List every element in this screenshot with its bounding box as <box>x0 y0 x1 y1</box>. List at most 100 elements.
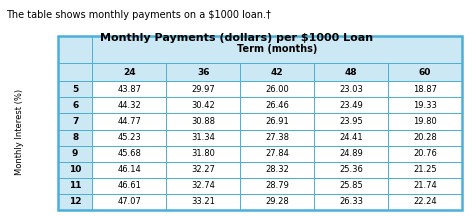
Text: The table shows monthly payments on a $1000 loan.†: The table shows monthly payments on a $1… <box>6 10 271 20</box>
Text: 31.80: 31.80 <box>191 149 215 158</box>
Bar <box>166 178 240 194</box>
Text: 24.41: 24.41 <box>339 133 363 142</box>
Bar <box>388 130 462 146</box>
Text: 46.61: 46.61 <box>118 181 141 190</box>
Bar <box>166 130 240 146</box>
Bar <box>92 162 166 178</box>
Text: 26.00: 26.00 <box>265 85 289 94</box>
Bar <box>92 130 166 146</box>
Text: 19.80: 19.80 <box>413 117 437 126</box>
Bar <box>240 130 314 146</box>
Bar <box>92 146 166 162</box>
Bar <box>58 36 92 63</box>
Text: 46.14: 46.14 <box>118 165 141 174</box>
Text: 29.28: 29.28 <box>265 197 289 206</box>
Text: 18.87: 18.87 <box>413 85 437 94</box>
Text: 19.33: 19.33 <box>413 101 437 110</box>
Text: 6: 6 <box>72 101 78 110</box>
Text: 23.49: 23.49 <box>339 101 363 110</box>
Text: 36: 36 <box>197 68 210 77</box>
Bar <box>240 194 314 210</box>
Text: 30.88: 30.88 <box>191 117 215 126</box>
Text: 22.24: 22.24 <box>413 197 437 206</box>
Bar <box>314 130 388 146</box>
Bar <box>58 162 92 178</box>
Bar <box>92 36 462 63</box>
Text: 21.25: 21.25 <box>413 165 437 174</box>
Text: 48: 48 <box>345 68 357 77</box>
Bar <box>388 81 462 97</box>
Bar <box>240 146 314 162</box>
Text: 24.89: 24.89 <box>339 149 363 158</box>
Text: 20.28: 20.28 <box>413 133 437 142</box>
Bar <box>240 162 314 178</box>
Bar <box>314 178 388 194</box>
Text: 28.32: 28.32 <box>265 165 289 174</box>
Bar <box>314 113 388 130</box>
Bar <box>240 113 314 130</box>
Bar <box>240 81 314 97</box>
Bar <box>58 81 92 97</box>
Bar <box>166 63 240 81</box>
Bar <box>388 178 462 194</box>
Bar <box>92 178 166 194</box>
Bar <box>166 113 240 130</box>
Bar <box>92 97 166 113</box>
Bar <box>388 146 462 162</box>
Text: Term (months): Term (months) <box>237 44 318 54</box>
Text: 30.42: 30.42 <box>191 101 215 110</box>
Bar <box>58 194 92 210</box>
Text: 23.95: 23.95 <box>339 117 363 126</box>
Bar <box>166 146 240 162</box>
Text: Monthly Payments (dollars) per $1000 Loan: Monthly Payments (dollars) per $1000 Loa… <box>100 33 374 43</box>
Text: 47.07: 47.07 <box>118 197 141 206</box>
Text: 11: 11 <box>69 181 82 190</box>
Bar <box>388 63 462 81</box>
Text: 29.97: 29.97 <box>191 85 215 94</box>
Bar <box>240 97 314 113</box>
Text: 20.76: 20.76 <box>413 149 437 158</box>
Bar <box>58 63 92 81</box>
Bar <box>58 113 92 130</box>
Text: 27.38: 27.38 <box>265 133 289 142</box>
Bar <box>166 81 240 97</box>
Bar <box>58 178 92 194</box>
Text: 26.46: 26.46 <box>265 101 289 110</box>
Bar <box>166 194 240 210</box>
Bar <box>314 81 388 97</box>
Text: 33.21: 33.21 <box>191 197 215 206</box>
Bar <box>388 113 462 130</box>
Bar <box>92 81 166 97</box>
Bar <box>166 97 240 113</box>
Text: 31.34: 31.34 <box>191 133 215 142</box>
Text: 21.74: 21.74 <box>413 181 437 190</box>
Text: 23.03: 23.03 <box>339 85 363 94</box>
Bar <box>314 97 388 113</box>
Text: 10: 10 <box>69 165 82 174</box>
Bar <box>388 194 462 210</box>
Bar <box>314 63 388 81</box>
Text: 44.32: 44.32 <box>118 101 141 110</box>
Bar <box>92 63 166 81</box>
Bar <box>314 162 388 178</box>
Text: 24: 24 <box>123 68 136 77</box>
Text: 32.74: 32.74 <box>191 181 215 190</box>
Bar <box>240 63 314 81</box>
Text: 44.77: 44.77 <box>118 117 141 126</box>
Bar <box>314 146 388 162</box>
Bar <box>92 113 166 130</box>
Text: 28.79: 28.79 <box>265 181 289 190</box>
Text: 42: 42 <box>271 68 283 77</box>
Text: 12: 12 <box>69 197 82 206</box>
Text: 8: 8 <box>72 133 78 142</box>
Text: 43.87: 43.87 <box>117 85 141 94</box>
Bar <box>58 97 92 113</box>
Text: 60: 60 <box>419 68 431 77</box>
Text: 27.84: 27.84 <box>265 149 289 158</box>
Text: 5: 5 <box>72 85 78 94</box>
Text: 25.85: 25.85 <box>339 181 363 190</box>
Text: 32.27: 32.27 <box>191 165 215 174</box>
Bar <box>58 130 92 146</box>
Text: 45.68: 45.68 <box>118 149 141 158</box>
Text: 7: 7 <box>72 117 78 126</box>
